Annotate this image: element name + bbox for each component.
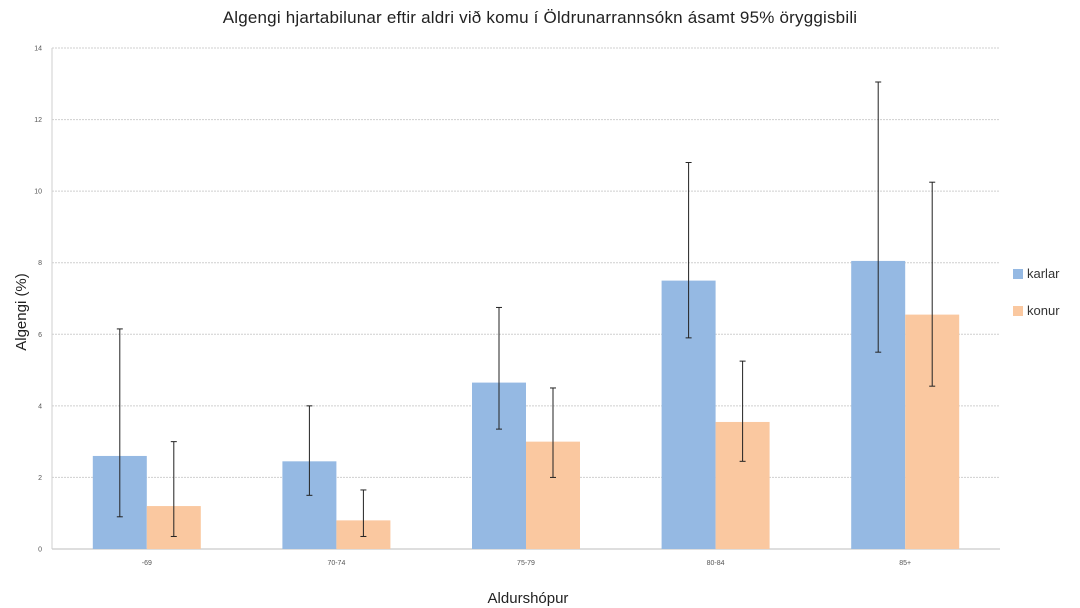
y-tick-label: 2 bbox=[38, 475, 42, 482]
legend-label-konur: konur bbox=[1027, 303, 1060, 318]
x-tick-label: 80-84 bbox=[707, 560, 725, 567]
legend-label-karlar: karlar bbox=[1027, 266, 1060, 281]
legend-swatch-karlar bbox=[1013, 269, 1023, 279]
y-tick-label: 0 bbox=[38, 547, 42, 554]
y-tick-label: 4 bbox=[38, 403, 42, 410]
y-axis-title: Algengi (%) bbox=[13, 273, 30, 351]
x-tick-label: 75-79 bbox=[517, 560, 535, 567]
legend: karlar konur bbox=[1013, 266, 1060, 318]
error-bars bbox=[116, 81, 936, 537]
y-tick-label: 14 bbox=[34, 46, 42, 53]
x-axis-title: Aldurshópur bbox=[488, 590, 569, 607]
tick-labels: 0 2 4 6 8 10 12 14 -69 70-74 75-79 80-84 85+ bbox=[34, 46, 911, 568]
x-tick-label: -69 bbox=[142, 560, 152, 567]
y-tick-label: 12 bbox=[34, 117, 42, 124]
bars bbox=[92, 260, 960, 549]
x-tick-label: 70-74 bbox=[327, 560, 345, 567]
y-tick-label: 10 bbox=[34, 189, 42, 196]
x-tick-label: 85+ bbox=[899, 560, 911, 567]
legend-swatch-konur bbox=[1013, 306, 1023, 316]
y-tick-label: 6 bbox=[38, 332, 42, 339]
chart-title: Algengi hjartabilunar eftir aldri við ko… bbox=[222, 8, 858, 27]
y-tick-label: 8 bbox=[38, 260, 42, 267]
